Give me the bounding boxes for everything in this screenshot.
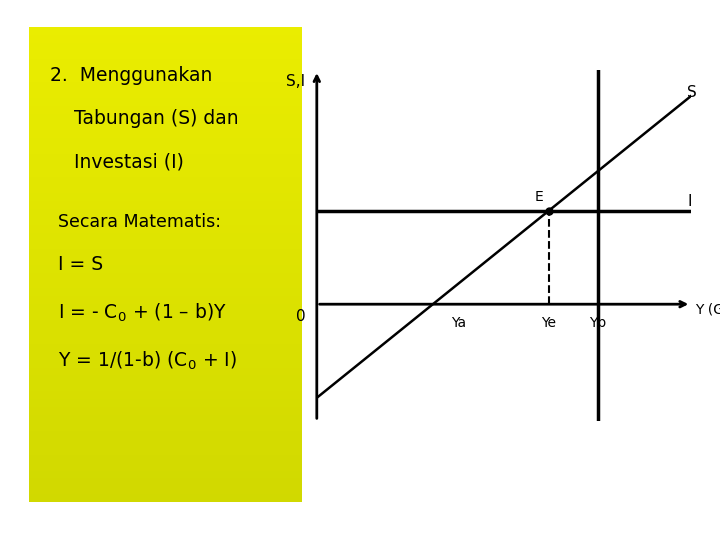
Bar xyxy=(29,455,302,463)
Bar xyxy=(29,344,302,352)
Bar xyxy=(29,407,302,415)
Bar xyxy=(29,241,302,249)
Text: Y = 1/(1-b) (C$_0$ + I): Y = 1/(1-b) (C$_0$ + I) xyxy=(58,350,236,373)
Text: I = - C$_0$ + (1 – b)Y: I = - C$_0$ + (1 – b)Y xyxy=(58,302,227,324)
Bar xyxy=(29,193,302,201)
Bar xyxy=(29,487,302,494)
Bar xyxy=(29,43,302,51)
Bar xyxy=(29,336,302,344)
Bar xyxy=(29,273,302,280)
Bar xyxy=(29,114,302,122)
Text: Ye: Ye xyxy=(541,316,557,330)
Bar xyxy=(29,383,302,392)
Bar xyxy=(29,423,302,431)
Bar xyxy=(29,249,302,256)
Bar xyxy=(29,296,302,304)
Bar xyxy=(29,265,302,273)
Bar xyxy=(29,463,302,470)
Bar xyxy=(29,320,302,328)
Text: Tabungan (S) dan: Tabungan (S) dan xyxy=(50,109,239,128)
Text: Ya: Ya xyxy=(451,316,467,330)
Bar xyxy=(29,130,302,138)
Bar xyxy=(29,122,302,130)
Text: E: E xyxy=(534,190,544,204)
Text: S,I: S,I xyxy=(287,73,305,89)
Text: Investasi (I): Investasi (I) xyxy=(50,152,184,171)
Bar xyxy=(29,328,302,336)
Bar xyxy=(29,83,302,90)
Bar xyxy=(29,185,302,193)
Bar xyxy=(29,225,302,233)
Bar xyxy=(29,170,302,178)
Bar xyxy=(29,447,302,455)
Bar xyxy=(29,415,302,423)
Bar xyxy=(29,288,302,296)
Bar xyxy=(29,399,302,407)
Bar xyxy=(29,154,302,161)
Bar xyxy=(29,35,302,43)
Bar xyxy=(29,360,302,368)
Bar xyxy=(29,209,302,217)
Bar xyxy=(29,375,302,383)
Bar xyxy=(29,146,302,154)
Bar xyxy=(29,494,302,502)
Bar xyxy=(29,27,302,35)
Text: Secara Matematis:: Secara Matematis: xyxy=(58,213,220,231)
Bar xyxy=(29,66,302,75)
Text: I: I xyxy=(688,194,692,209)
Bar xyxy=(29,352,302,360)
Bar xyxy=(29,98,302,106)
Text: Yp: Yp xyxy=(589,316,606,330)
Bar xyxy=(29,59,302,66)
Bar xyxy=(29,439,302,447)
Bar xyxy=(29,280,302,288)
Bar xyxy=(29,368,302,375)
Bar xyxy=(29,201,302,209)
Bar xyxy=(29,217,302,225)
Text: Y (GDP): Y (GDP) xyxy=(695,302,720,316)
Bar xyxy=(29,138,302,146)
Bar xyxy=(29,106,302,114)
Bar xyxy=(29,75,302,83)
Bar xyxy=(29,392,302,399)
Bar xyxy=(29,470,302,478)
Bar xyxy=(29,51,302,59)
Bar xyxy=(29,161,302,170)
Bar xyxy=(29,90,302,98)
Bar xyxy=(29,431,302,439)
Text: S: S xyxy=(688,85,697,100)
Bar xyxy=(29,256,302,265)
Text: 2.  Menggunakan: 2. Menggunakan xyxy=(50,66,213,85)
Bar xyxy=(29,478,302,487)
Bar xyxy=(29,233,302,241)
Bar xyxy=(29,178,302,185)
Text: I = S: I = S xyxy=(58,255,103,274)
Bar xyxy=(29,304,302,312)
Bar xyxy=(29,312,302,320)
Text: 0: 0 xyxy=(296,309,305,324)
